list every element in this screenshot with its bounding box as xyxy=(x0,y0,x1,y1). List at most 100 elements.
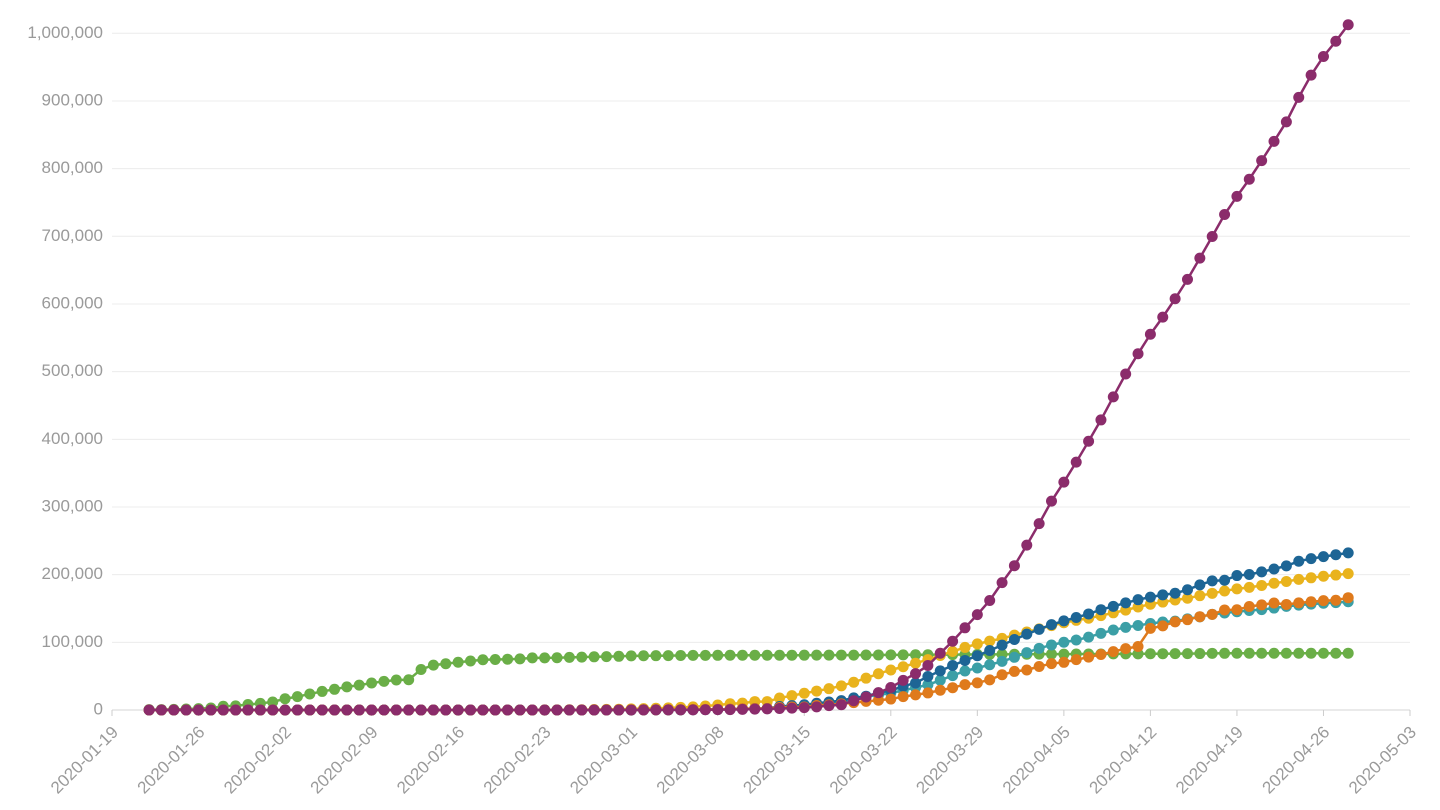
y-tick-label: 600,000 xyxy=(42,293,103,312)
data-point xyxy=(947,660,959,672)
data-point xyxy=(576,704,588,716)
data-point xyxy=(1033,660,1045,672)
data-point xyxy=(984,594,996,606)
data-point xyxy=(922,687,934,699)
x-tick-label: 2020-04-12 xyxy=(1085,723,1160,798)
data-point xyxy=(353,679,365,691)
data-point xyxy=(1206,647,1218,659)
data-point xyxy=(897,661,909,673)
data-point xyxy=(922,679,934,691)
data-point xyxy=(1206,587,1218,599)
data-point xyxy=(613,704,625,716)
data-point xyxy=(1219,604,1231,616)
data-point xyxy=(947,670,959,682)
data-point xyxy=(1293,555,1305,567)
data-point xyxy=(712,649,724,661)
data-point xyxy=(180,704,192,716)
data-point xyxy=(885,664,897,676)
data-point xyxy=(1157,620,1169,632)
data-point xyxy=(1107,600,1119,612)
data-point xyxy=(625,704,637,716)
data-point xyxy=(452,656,464,668)
data-point xyxy=(1231,583,1243,595)
data-point xyxy=(860,672,872,684)
data-point xyxy=(947,682,959,694)
data-point xyxy=(1330,647,1342,659)
data-point xyxy=(897,691,909,703)
data-point xyxy=(1033,642,1045,654)
data-point xyxy=(712,704,724,716)
data-point xyxy=(786,690,798,702)
data-point xyxy=(897,649,909,661)
data-point xyxy=(304,688,316,700)
data-point xyxy=(971,609,983,621)
data-point xyxy=(736,703,748,715)
data-point xyxy=(971,662,983,674)
data-point xyxy=(279,704,291,716)
data-point xyxy=(477,704,489,716)
y-tick-label: 500,000 xyxy=(42,361,103,380)
data-point xyxy=(1256,155,1268,167)
data-point xyxy=(885,681,897,693)
data-point xyxy=(823,649,835,661)
series-line xyxy=(149,551,1349,712)
x-tick-label: 2020-03-15 xyxy=(739,723,814,798)
data-point xyxy=(390,674,402,686)
data-point xyxy=(341,704,353,716)
data-point xyxy=(366,677,378,689)
data-point xyxy=(193,704,205,716)
data-point xyxy=(1181,584,1193,596)
data-point xyxy=(1342,592,1354,604)
data-point xyxy=(1231,604,1243,616)
data-point xyxy=(687,649,699,661)
data-point xyxy=(798,649,810,661)
data-point xyxy=(1058,636,1070,648)
data-point xyxy=(798,702,810,714)
data-point xyxy=(1219,585,1231,597)
data-point xyxy=(1169,587,1181,599)
data-point xyxy=(1070,634,1082,646)
data-point xyxy=(514,653,526,665)
data-point xyxy=(1120,621,1132,633)
data-point xyxy=(1021,664,1033,676)
data-point xyxy=(922,659,934,671)
data-point xyxy=(1206,575,1218,587)
data-point xyxy=(984,674,996,686)
data-point xyxy=(1330,35,1342,47)
data-point xyxy=(390,704,402,716)
x-tick-label: 2020-02-16 xyxy=(393,723,468,798)
data-point xyxy=(1293,91,1305,103)
data-point xyxy=(1243,647,1255,659)
y-tick-label: 900,000 xyxy=(42,90,103,109)
data-point xyxy=(786,702,798,714)
data-point xyxy=(984,644,996,656)
data-point xyxy=(1070,612,1082,624)
data-point xyxy=(1144,648,1156,660)
data-point xyxy=(168,704,180,716)
x-tick-label: 2020-03-08 xyxy=(653,723,728,798)
data-point xyxy=(489,704,501,716)
data-point xyxy=(464,655,476,667)
data-point xyxy=(1181,592,1193,604)
data-point xyxy=(489,654,501,666)
data-point xyxy=(699,704,711,716)
data-point xyxy=(897,674,909,686)
data-point xyxy=(217,704,229,716)
data-point xyxy=(910,657,922,669)
data-point xyxy=(1083,435,1095,447)
data-point xyxy=(1132,348,1144,360)
data-point xyxy=(1169,648,1181,660)
data-point xyxy=(1280,598,1292,610)
y-tick-label: 1,000,000 xyxy=(27,23,103,42)
data-point xyxy=(1144,591,1156,603)
data-point xyxy=(1132,594,1144,606)
data-point xyxy=(675,650,687,662)
data-point xyxy=(1231,190,1243,202)
data-point xyxy=(947,645,959,657)
data-point xyxy=(514,704,526,716)
x-tick-label: 2020-03-22 xyxy=(826,723,901,798)
data-point xyxy=(996,577,1008,589)
data-point xyxy=(934,674,946,686)
data-point xyxy=(934,665,946,677)
x-tick-label: 2020-05-03 xyxy=(1345,723,1420,798)
